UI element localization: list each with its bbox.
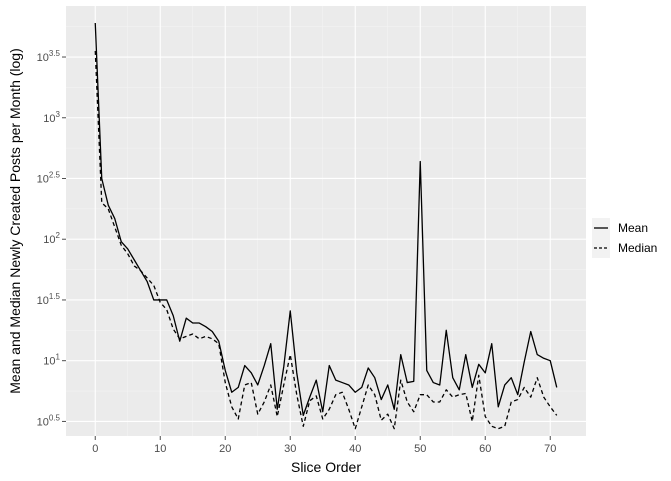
y-tick-label: 102 — [43, 231, 60, 246]
x-tick-label: 70 — [544, 443, 556, 455]
legend-label-median: Median — [618, 241, 657, 255]
series-line-median — [94, 50, 558, 430]
x-tick-label: 0 — [92, 443, 98, 455]
x-tick-label: 10 — [154, 443, 166, 455]
y-tick-label: 102.5 — [37, 170, 61, 185]
series-layer — [94, 22, 558, 430]
y-axis-title: Mean and Median Newly Created Posts per … — [7, 48, 23, 394]
legend: Mean Median — [592, 218, 657, 258]
x-axis: 0 10 20 30 40 50 60 70 — [92, 436, 556, 455]
y-tick-label: 101.5 — [37, 292, 61, 307]
x-tick-label: 60 — [479, 443, 491, 455]
y-tick-label: 103 — [43, 110, 60, 125]
x-tick-label: 50 — [414, 443, 426, 455]
x-tick-label: 20 — [219, 443, 231, 455]
legend-label-mean: Mean — [618, 221, 648, 235]
y-tick-label: 101 — [43, 353, 60, 368]
x-axis-title: Slice Order — [291, 459, 361, 475]
y-axis: 100.5 101 101.5 102 102.5 103 103.5 — [37, 49, 66, 428]
legend-key-background — [592, 218, 610, 258]
series-line-mean — [94, 22, 558, 417]
y-tick-label: 103.5 — [37, 49, 61, 64]
grid-major — [66, 6, 586, 436]
x-tick-label: 40 — [349, 443, 361, 455]
plot-panel — [66, 6, 586, 436]
x-tick-label: 30 — [284, 443, 296, 455]
grid-minor — [66, 6, 586, 436]
y-tick-label: 100.5 — [37, 413, 61, 428]
